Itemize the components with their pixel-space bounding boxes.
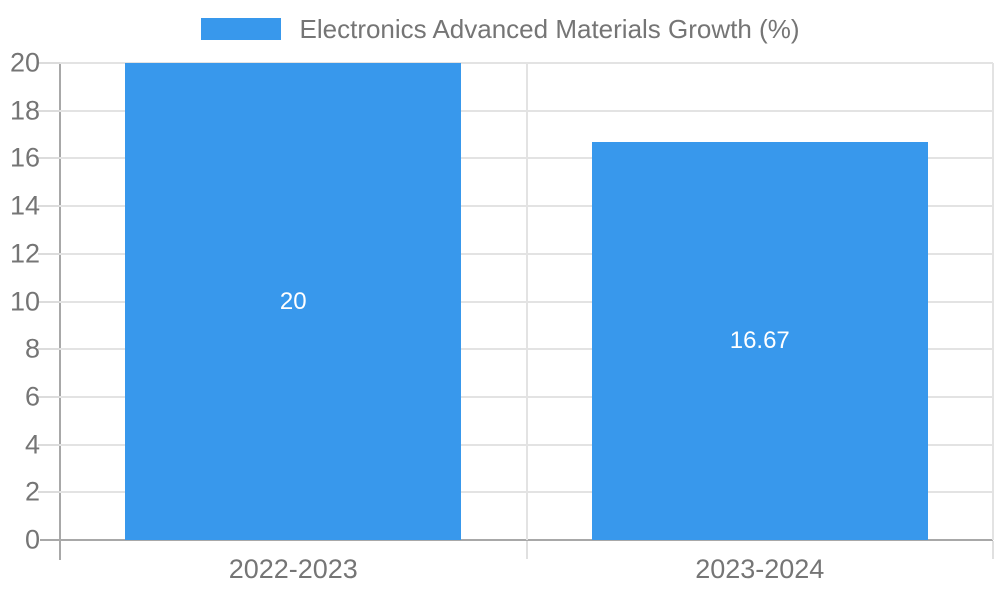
legend-swatch-icon [200,18,281,41]
y-axis-label: 6 [24,381,40,412]
x-axis-tick [525,541,528,559]
y-axis-label: 4 [24,429,40,460]
y-axis-tick [38,157,60,160]
v-gridline [525,63,528,540]
x-axis-label: 2023-2024 [695,554,825,584]
y-axis-tick [38,109,60,112]
y-axis-label: 20 [9,47,40,78]
v-gridline [992,63,994,540]
bar-2022-2023[interactable]: 20 [125,63,462,540]
y-axis-tick [38,252,60,255]
x-axis-label: 2022-2023 [228,554,358,584]
plot-area: 20 16.67 [60,62,994,540]
x-axis-tick [992,541,994,559]
y-axis-label: 0 [24,524,40,555]
y-axis-tick [38,348,60,351]
y-axis-tick [38,300,60,303]
y-axis-label: 16 [9,142,40,173]
bar-value-label: 16.67 [729,327,790,354]
y-axis-label: 14 [9,190,40,221]
y-axis-tick [38,62,60,64]
y-axis-tick [38,205,60,208]
y-axis-label: 12 [9,238,40,269]
y-axis-tick [38,443,60,446]
y-axis-line [59,63,61,560]
y-axis-label: 18 [9,95,40,126]
bar-value-label: 20 [279,287,307,315]
x-axis-line [40,539,993,541]
y-axis-label: 8 [24,333,40,364]
bar-2023-2024[interactable]: 16.67 [591,142,928,540]
y-axis-label: 10 [9,286,40,316]
legend-label: Electronics Advanced Materials Growth (%… [299,14,800,44]
legend[interactable]: Electronics Advanced Materials Growth (%… [0,15,1000,44]
y-axis-tick [38,491,60,494]
y-axis-tick [38,395,60,398]
y-axis-label: 2 [24,476,40,507]
